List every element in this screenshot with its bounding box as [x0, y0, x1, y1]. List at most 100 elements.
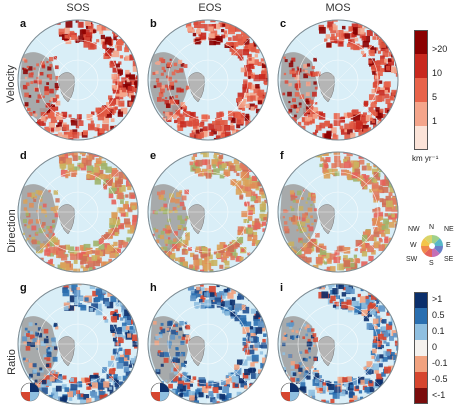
na-cell	[55, 100, 61, 106]
na-cell	[40, 112, 46, 117]
land-cell	[60, 169, 68, 177]
ratio-tick-0: 0	[432, 342, 438, 352]
land-cell	[239, 317, 247, 325]
land-cell	[166, 252, 170, 256]
land-cell	[50, 106, 56, 112]
land-cell	[364, 378, 371, 385]
na-cell	[302, 213, 307, 218]
land-cell	[301, 253, 306, 259]
land-cell	[233, 159, 240, 165]
land-cell	[119, 55, 124, 59]
land-cell	[357, 27, 365, 35]
na-cell	[23, 207, 28, 211]
land-cell	[119, 185, 126, 192]
land-cell	[334, 305, 340, 310]
land-cell	[188, 247, 192, 251]
land-cell	[199, 291, 204, 296]
land-cell	[106, 244, 114, 252]
land-cell	[102, 124, 109, 131]
na-cell	[305, 201, 308, 204]
land-cell	[360, 116, 368, 124]
land-cell	[200, 23, 206, 29]
land-cell	[367, 165, 372, 171]
land-cell	[123, 361, 129, 367]
na-cell	[53, 210, 56, 214]
land-cell	[300, 382, 306, 388]
land-cell	[388, 192, 393, 197]
land-cell	[190, 295, 196, 302]
land-cell	[332, 304, 337, 308]
land-cell	[94, 395, 102, 403]
na-cell	[158, 92, 164, 97]
land-cell	[115, 63, 120, 68]
na-cell	[165, 112, 170, 117]
land-cell	[259, 344, 263, 348]
map-border	[17, 283, 139, 405]
land-cell	[215, 35, 223, 43]
wheel-label-nw: NW	[408, 226, 420, 233]
land-cell	[64, 387, 70, 392]
land-cell	[249, 344, 254, 349]
land-cell	[228, 116, 232, 121]
land-cell	[235, 164, 242, 171]
land-cell	[312, 113, 318, 119]
land-cell	[121, 87, 127, 93]
land-cell	[179, 114, 185, 120]
land-cell	[86, 165, 94, 172]
na-cell	[54, 205, 59, 211]
na-cell	[26, 225, 31, 229]
land-cell	[92, 267, 96, 271]
land-cell	[243, 385, 248, 389]
land-cell	[214, 297, 222, 305]
land-cell	[209, 292, 215, 297]
land-cell	[222, 301, 228, 307]
wheel-label-e: E	[446, 242, 451, 249]
land-cell	[252, 231, 258, 237]
velocity-tick-20: >20	[432, 44, 448, 54]
land-cell	[68, 246, 75, 253]
na-cell	[160, 322, 164, 326]
land-cell	[124, 318, 131, 325]
na-cell	[296, 222, 301, 226]
land-cell	[244, 202, 248, 206]
land-cell	[192, 32, 197, 37]
land-cell	[359, 296, 367, 304]
land-cell	[228, 161, 232, 165]
na-cell	[172, 357, 178, 363]
na-cell	[292, 73, 297, 78]
na-cell	[48, 229, 53, 234]
na-cell	[174, 323, 178, 327]
land-cell	[192, 392, 198, 398]
na-cell	[294, 92, 300, 97]
land-cell	[315, 111, 321, 117]
land-cell	[67, 163, 75, 171]
na-cell	[160, 328, 166, 334]
land-cell	[306, 375, 311, 380]
na-cell	[52, 233, 55, 236]
land-cell	[221, 34, 226, 39]
na-cell	[32, 363, 37, 368]
land-cell	[211, 259, 218, 266]
na-cell	[180, 340, 185, 346]
na-cell	[173, 62, 178, 67]
land-cell	[334, 293, 338, 298]
land-cell	[44, 249, 51, 256]
na-cell	[290, 365, 295, 369]
na-cell	[179, 113, 183, 118]
land-cell	[341, 25, 346, 30]
na-cell	[153, 227, 156, 231]
na-cell	[170, 210, 173, 213]
land-cell	[366, 323, 374, 330]
land-cell	[198, 392, 204, 398]
land-cell	[337, 30, 344, 37]
land-cell	[244, 44, 250, 49]
land-cell	[242, 337, 247, 342]
land-cell	[105, 179, 113, 187]
land-cell	[101, 261, 107, 267]
land-cell	[377, 333, 384, 340]
land-cell	[228, 252, 233, 257]
land-cell	[231, 49, 238, 56]
na-cell	[303, 375, 306, 378]
land-cell	[116, 45, 122, 51]
land-cell	[77, 393, 84, 400]
